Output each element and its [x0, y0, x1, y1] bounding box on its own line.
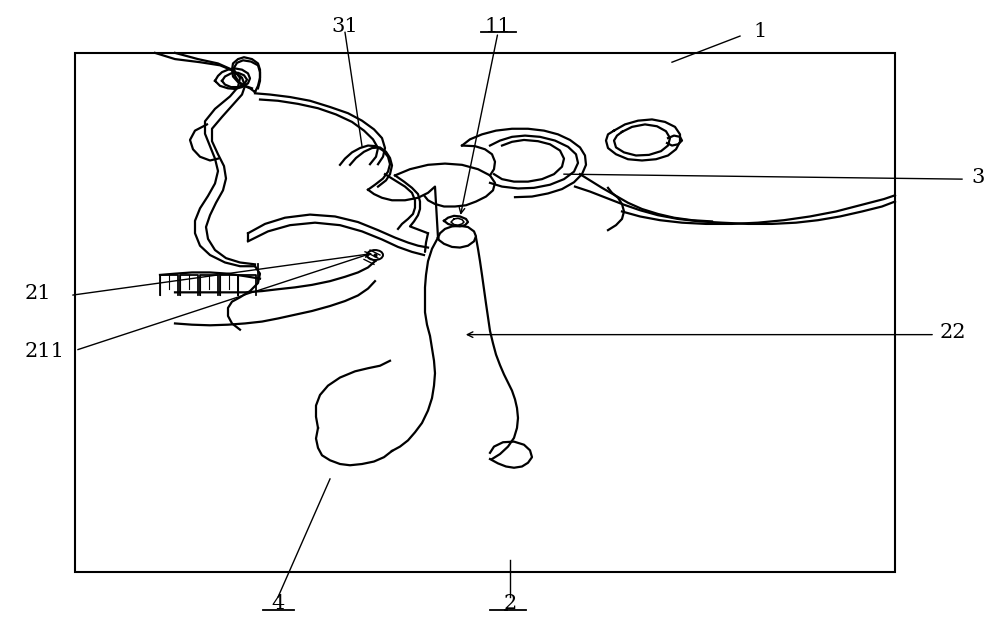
Text: 3: 3: [971, 169, 985, 187]
Text: 22: 22: [940, 323, 966, 342]
Text: 1: 1: [753, 22, 767, 40]
Text: 11: 11: [485, 17, 511, 35]
Text: 4: 4: [271, 594, 285, 613]
Text: 31: 31: [332, 17, 358, 35]
Text: 21: 21: [25, 284, 52, 303]
Text: 211: 211: [25, 342, 65, 361]
Bar: [75, 53, 895, 572]
Text: 2: 2: [503, 594, 517, 613]
